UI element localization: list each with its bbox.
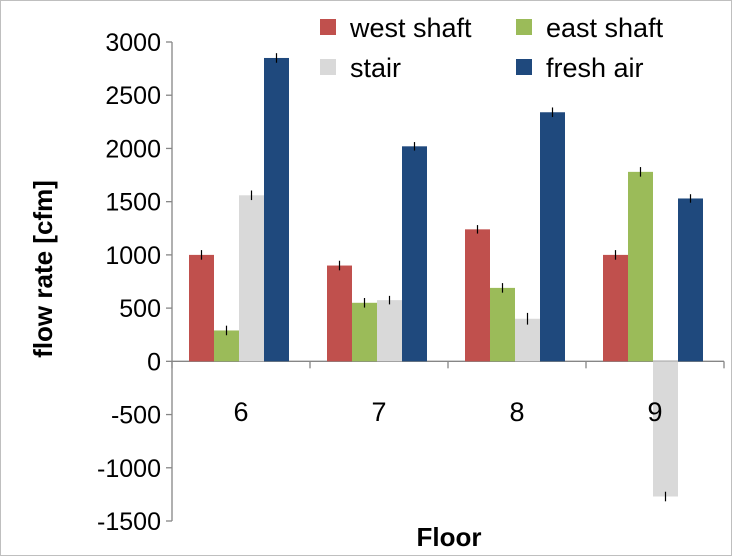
bar-east-shaft-floor-9 <box>628 171 653 362</box>
x-tick-label: 6 <box>233 397 248 427</box>
bars <box>189 53 703 502</box>
x-tick-label: 9 <box>647 397 662 427</box>
bar-east-shaft-floor-6 <box>214 330 239 362</box>
y-axis-title: flow rate [cfm] <box>28 180 58 358</box>
x-tick-label: 7 <box>371 397 386 427</box>
bar-fresh-air-floor-8 <box>540 112 565 362</box>
legend-label: east shaft <box>546 13 664 43</box>
y-tick-label: 500 <box>119 295 161 323</box>
y-axis: 3000 2500 2000 1500 1000 500 0 -500 -1000 -1500 <box>97 29 173 536</box>
legend-label: west shaft <box>349 13 472 43</box>
y-tick-label: -1500 <box>97 508 161 536</box>
y-tick-label: 3000 <box>105 29 161 57</box>
y-tick-label: 2500 <box>105 82 161 110</box>
bar-stair-floor-7 <box>377 300 402 362</box>
y-tick-label: -1000 <box>97 455 161 483</box>
legend-swatch <box>320 19 336 35</box>
legend-label: stair <box>350 53 401 83</box>
legend: west shaft east shaft stair fresh air <box>320 13 664 83</box>
y-tick-label: 1000 <box>105 242 161 270</box>
bar-west-shaft-floor-6 <box>189 254 214 362</box>
bar-fresh-air-floor-9 <box>678 198 703 362</box>
bar-east-shaft-floor-7 <box>352 302 377 362</box>
legend-swatch <box>516 59 532 75</box>
bar-west-shaft-floor-8 <box>465 229 490 362</box>
bar-stair-floor-8 <box>515 318 540 362</box>
bar-stair-floor-9 <box>653 361 678 497</box>
bar-stair-floor-6 <box>239 195 264 362</box>
y-tick-label: -500 <box>111 402 161 430</box>
legend-swatch <box>516 19 532 35</box>
x-tick-label: 8 <box>509 397 524 427</box>
x-tick-labels: 6 7 8 9 <box>233 397 662 427</box>
legend-label: fresh air <box>546 53 644 83</box>
bar-fresh-air-floor-7 <box>402 146 427 362</box>
bar-west-shaft-floor-9 <box>603 254 628 362</box>
bar-east-shaft-floor-8 <box>490 287 515 362</box>
bar-west-shaft-floor-7 <box>327 265 352 362</box>
x-axis-title: Floor <box>417 522 482 552</box>
legend-swatch <box>320 59 336 75</box>
y-tick-label: 2000 <box>105 135 161 163</box>
y-tick-label: 0 <box>147 348 161 376</box>
y-tick-label: 1500 <box>105 189 161 217</box>
bar-fresh-air-floor-6 <box>264 57 289 362</box>
